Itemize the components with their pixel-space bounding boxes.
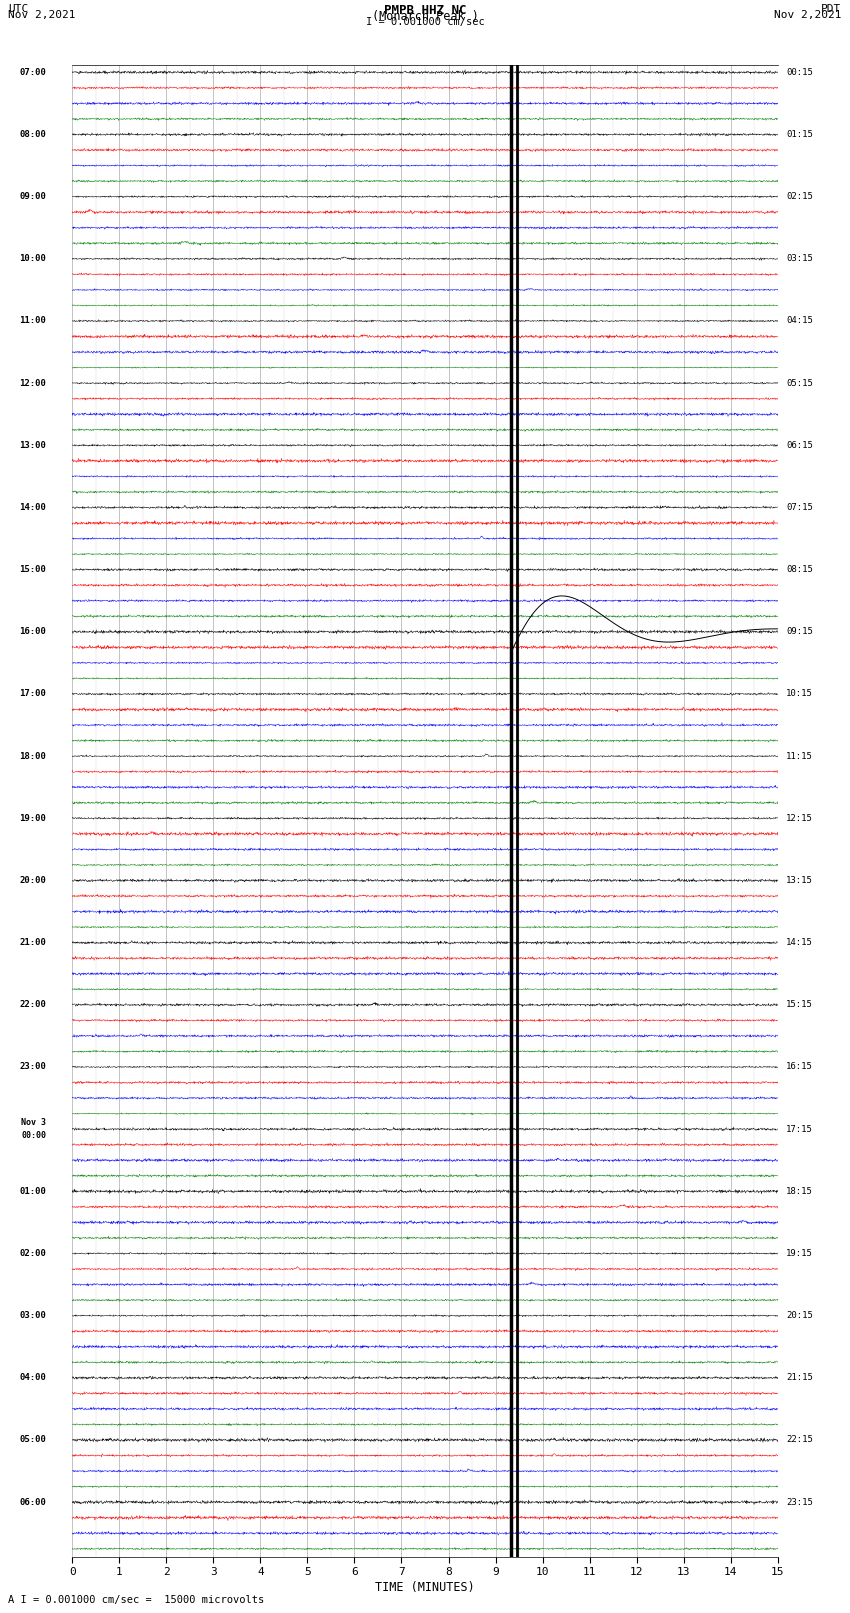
Text: 07:15: 07:15: [786, 503, 813, 511]
Text: 00:15: 00:15: [786, 68, 813, 77]
Text: 18:00: 18:00: [20, 752, 47, 761]
Text: 11:15: 11:15: [786, 752, 813, 761]
Text: 19:00: 19:00: [20, 815, 47, 823]
Text: 16:15: 16:15: [786, 1063, 813, 1071]
Text: 23:00: 23:00: [20, 1063, 47, 1071]
Text: 06:00: 06:00: [20, 1497, 47, 1507]
Text: 15:15: 15:15: [786, 1000, 813, 1010]
Text: 14:15: 14:15: [786, 939, 813, 947]
Text: 11:00: 11:00: [20, 316, 47, 326]
Text: 05:15: 05:15: [786, 379, 813, 387]
Text: 06:15: 06:15: [786, 440, 813, 450]
Text: 00:00: 00:00: [21, 1131, 47, 1140]
Text: 08:15: 08:15: [786, 565, 813, 574]
Text: 04:15: 04:15: [786, 316, 813, 326]
Text: 07:00: 07:00: [20, 68, 47, 77]
Text: 09:15: 09:15: [786, 627, 813, 636]
Text: Nov 3: Nov 3: [21, 1118, 47, 1127]
Text: 21:15: 21:15: [786, 1373, 813, 1382]
Text: (Monarch Peak ): (Monarch Peak ): [371, 11, 479, 24]
Text: 15:00: 15:00: [20, 565, 47, 574]
Text: PDT: PDT: [821, 5, 842, 15]
Text: 10:00: 10:00: [20, 255, 47, 263]
Text: 05:00: 05:00: [20, 1436, 47, 1445]
Text: 12:00: 12:00: [20, 379, 47, 387]
Text: UTC: UTC: [8, 5, 29, 15]
Text: 17:15: 17:15: [786, 1124, 813, 1134]
Text: 13:00: 13:00: [20, 440, 47, 450]
Text: 20:15: 20:15: [786, 1311, 813, 1319]
Text: 22:15: 22:15: [786, 1436, 813, 1445]
Text: 02:00: 02:00: [20, 1248, 47, 1258]
Text: 03:00: 03:00: [20, 1311, 47, 1319]
Text: 08:00: 08:00: [20, 131, 47, 139]
Text: 09:00: 09:00: [20, 192, 47, 202]
Text: 03:15: 03:15: [786, 255, 813, 263]
Text: 22:00: 22:00: [20, 1000, 47, 1010]
Text: PMPB HHZ NC: PMPB HHZ NC: [383, 5, 467, 18]
Text: 01:00: 01:00: [20, 1187, 47, 1195]
Text: Nov 2,2021: Nov 2,2021: [8, 11, 76, 21]
Text: 02:15: 02:15: [786, 192, 813, 202]
X-axis label: TIME (MINUTES): TIME (MINUTES): [375, 1581, 475, 1594]
Text: 01:15: 01:15: [786, 131, 813, 139]
Text: 23:15: 23:15: [786, 1497, 813, 1507]
Text: 16:00: 16:00: [20, 627, 47, 636]
Text: A I = 0.001000 cm/sec =  15000 microvolts: A I = 0.001000 cm/sec = 15000 microvolts: [8, 1595, 264, 1605]
Text: 18:15: 18:15: [786, 1187, 813, 1195]
Text: 14:00: 14:00: [20, 503, 47, 511]
Text: 10:15: 10:15: [786, 689, 813, 698]
Text: I = 0.001000 cm/sec: I = 0.001000 cm/sec: [366, 18, 484, 27]
Text: Nov 2,2021: Nov 2,2021: [774, 11, 842, 21]
Text: 17:00: 17:00: [20, 689, 47, 698]
Text: 04:00: 04:00: [20, 1373, 47, 1382]
Text: 21:00: 21:00: [20, 939, 47, 947]
Text: 13:15: 13:15: [786, 876, 813, 886]
Text: 19:15: 19:15: [786, 1248, 813, 1258]
Text: 12:15: 12:15: [786, 815, 813, 823]
Text: 20:00: 20:00: [20, 876, 47, 886]
